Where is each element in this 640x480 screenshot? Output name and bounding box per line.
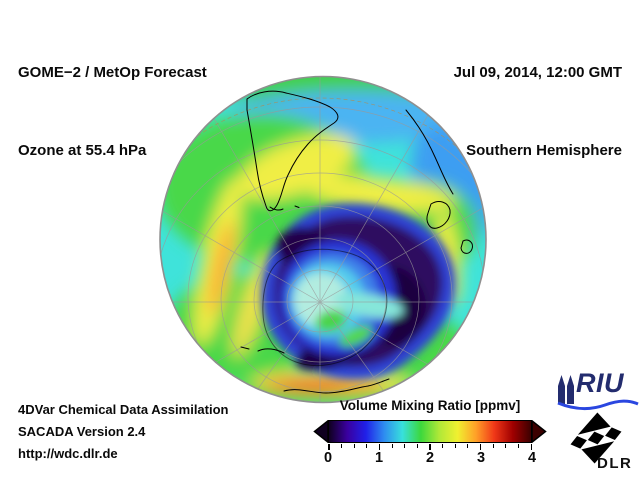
globe-rim <box>159 75 487 404</box>
tick-label-4: 4 <box>527 450 537 466</box>
coastline-tierra-del-fuego <box>269 205 300 211</box>
title-line-1: GOME−2 / MetOp Forecast <box>18 64 207 81</box>
polar-vortex <box>261 203 456 380</box>
coastline-island-east-1 <box>426 201 451 229</box>
version-text: SACADA Version 2.4 <box>18 424 146 439</box>
colorbar-left-arrow-icon <box>313 420 329 443</box>
url-text: http://wdc.dlr.de <box>18 446 118 461</box>
colorbar-gradient <box>328 420 532 443</box>
riu-text: RIU <box>576 368 624 398</box>
cathedral-icon <box>558 375 574 404</box>
riu-wave-icon <box>557 399 639 410</box>
dlr-emblem-icon <box>570 412 622 464</box>
coastline-africa <box>405 109 454 195</box>
footer-credits: 4DVar Chemical Data Assimilation SACADA … <box>18 399 229 465</box>
coastline-bottom-islands <box>240 346 285 354</box>
riu-logo: RIU <box>557 368 639 412</box>
coastlines <box>240 90 473 394</box>
tick-label-0: 0 <box>323 450 333 466</box>
coastline-island-east-2 <box>460 239 473 254</box>
datetime-text: Jul 09, 2014, 12:00 GMT <box>453 64 622 81</box>
dlr-logo: DLR <box>560 412 640 478</box>
colorbar-title: Volume Mixing Ratio [ppmv] <box>339 398 521 413</box>
coastline-antarctica <box>262 248 388 367</box>
tick-label-2: 2 <box>425 450 435 466</box>
tick-label-1: 1 <box>374 450 384 466</box>
tick-label-3: 3 <box>476 450 486 466</box>
colorbar-ticks <box>328 444 532 452</box>
assimilation-text: 4DVar Chemical Data Assimilation <box>18 402 229 417</box>
title-line-2: Ozone at 55.4 hPa <box>18 142 147 159</box>
header-right: Jul 09, 2014, 12:00 GMT Southern Hemisph… <box>454 8 622 216</box>
region-text: Southern Hemisphere <box>466 142 622 159</box>
header-left: GOME−2 / MetOp Forecast Ozone at 55.4 hP… <box>18 8 207 216</box>
coastline-south-america <box>246 90 339 212</box>
colorbar-right-arrow-icon <box>531 420 547 443</box>
dlr-text: DLR <box>597 455 633 472</box>
coastline-bottom-rim <box>283 378 390 394</box>
